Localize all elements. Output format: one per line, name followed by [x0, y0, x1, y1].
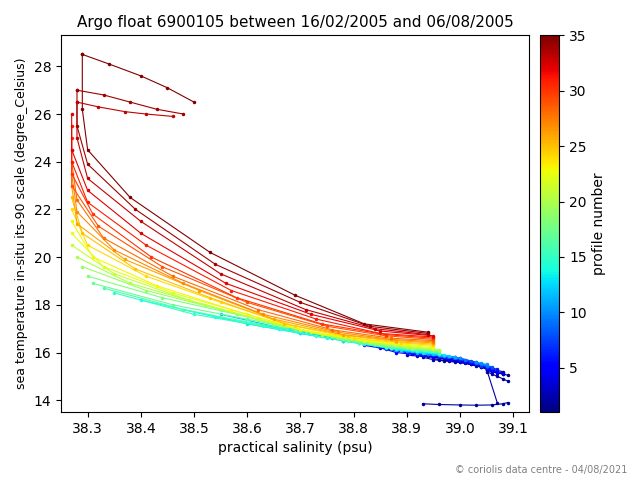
Title: Argo float 6900105 between 16/02/2005 and 06/08/2005: Argo float 6900105 between 16/02/2005 an… [77, 15, 513, 30]
X-axis label: practical salinity (psu): practical salinity (psu) [218, 442, 372, 456]
Y-axis label: profile number: profile number [592, 172, 606, 275]
Text: © coriolis data centre - 04/08/2021: © coriolis data centre - 04/08/2021 [455, 465, 627, 475]
Y-axis label: sea temperature in-situ its-90 scale (degree_Celsius): sea temperature in-situ its-90 scale (de… [15, 58, 28, 389]
